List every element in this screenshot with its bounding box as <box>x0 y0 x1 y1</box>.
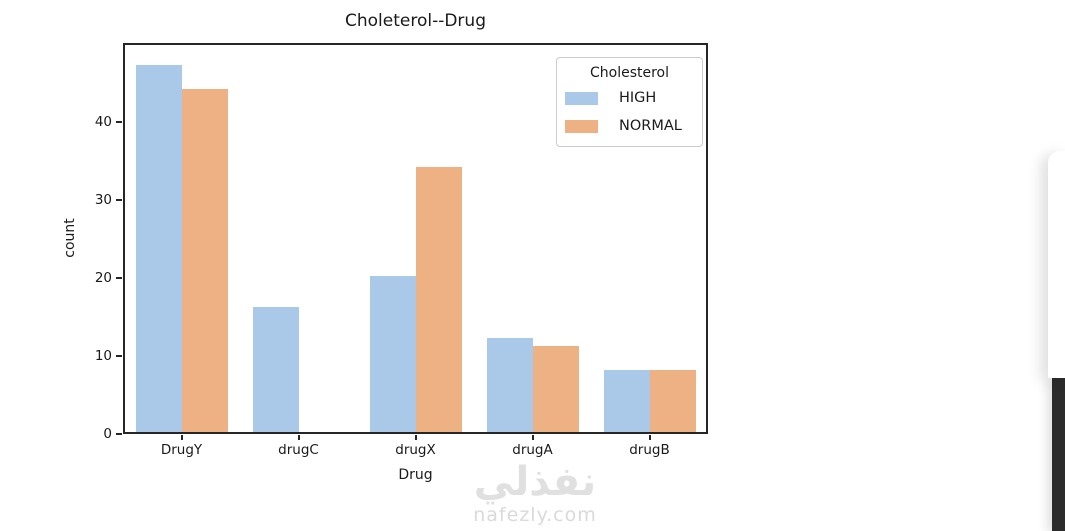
y-tick-label-0: 0 <box>103 426 112 442</box>
x-tick-label-drugA: drugA <box>512 442 553 458</box>
overlay-card-edge <box>1048 151 1065 378</box>
x-tick-mark-drugC <box>297 435 300 440</box>
x-tick-label-drugC: drugC <box>278 442 319 458</box>
x-tick-label-drugB: drugB <box>629 442 670 458</box>
bar-drugB-NORMAL <box>649 370 696 432</box>
watermark-site-text: nafezly.com <box>473 504 597 526</box>
nafezly-logo: نفذلي <box>473 459 597 505</box>
y-tick-label-40: 40 <box>94 114 112 130</box>
y-tick-mark-0 <box>116 433 122 435</box>
legend-entry-NORMAL: NORMAL <box>557 112 702 140</box>
legend-entries: HIGH NORMAL <box>557 84 702 140</box>
x-tick-label-drugX: drugX <box>395 442 436 458</box>
bar-drugA-NORMAL <box>532 346 579 432</box>
x-axis-label: Drug <box>398 467 433 483</box>
dark-panel-edge <box>1052 378 1065 531</box>
bar-DrugY-HIGH <box>135 65 182 432</box>
legend: Cholesterol HIGH NORMAL <box>556 57 703 147</box>
legend-title: Cholesterol <box>589 65 670 81</box>
y-tick-label-20: 20 <box>94 270 112 286</box>
y-tick-label-30: 30 <box>94 192 112 208</box>
bar-drugX-NORMAL <box>415 167 462 432</box>
bar-drugB-HIGH <box>603 370 650 432</box>
y-tick-mark-20 <box>116 277 122 279</box>
bar-drugA-HIGH <box>486 338 533 432</box>
x-tick-label-DrugY: DrugY <box>160 442 203 458</box>
legend-swatch-HIGH <box>565 91 598 105</box>
y-tick-mark-30 <box>116 199 122 201</box>
x-tick-mark-DrugY <box>180 435 183 440</box>
chart-title: Choleterol--Drug <box>344 11 486 31</box>
bar-DrugY-NORMAL <box>181 89 228 432</box>
x-tick-mark-drugX <box>414 435 417 440</box>
legend-label-NORMAL: NORMAL <box>619 118 682 134</box>
bar-drugC-HIGH <box>252 307 299 432</box>
x-tick-mark-drugA <box>531 435 534 440</box>
y-tick-label-10: 10 <box>94 348 112 364</box>
x-tick-mark-drugB <box>648 435 651 440</box>
bar-drugX-HIGH <box>369 276 416 432</box>
y-tick-mark-10 <box>116 355 122 357</box>
legend-swatch-NORMAL <box>565 119 598 133</box>
legend-label-HIGH: HIGH <box>619 90 657 106</box>
legend-entry-HIGH: HIGH <box>557 84 702 112</box>
y-tick-mark-40 <box>116 121 122 123</box>
y-axis-label: count <box>62 218 78 258</box>
